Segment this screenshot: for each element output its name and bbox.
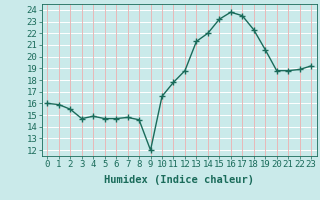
X-axis label: Humidex (Indice chaleur): Humidex (Indice chaleur) — [104, 175, 254, 185]
